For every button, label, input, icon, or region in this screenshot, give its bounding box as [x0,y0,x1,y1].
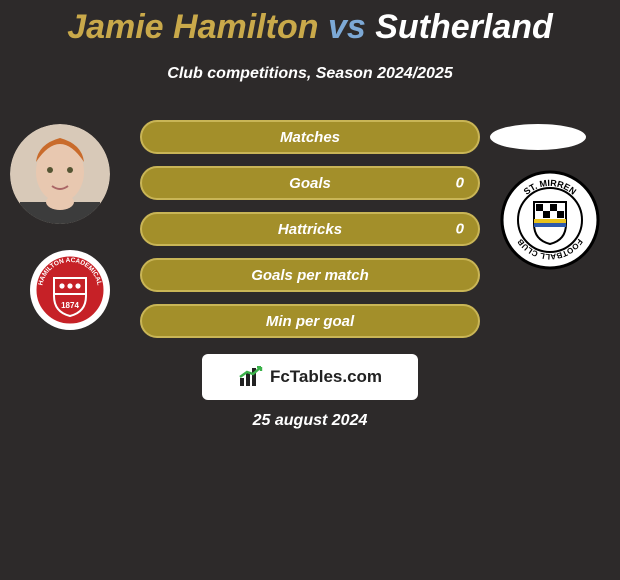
club-crest-icon: ST. MIRREN FOOTBALL CLUB [500,170,600,270]
stat-bar-gpm: Goals per match [140,258,480,292]
page-title: Jamie Hamilton vs Sutherland [0,0,620,47]
stat-bar-mpg: Min per goal [140,304,480,338]
stat-bar-goals: Goals 0 [140,166,480,200]
avatar-icon [10,124,110,224]
stat-label: Hattricks [278,221,342,238]
fctables-logo: FcTables.com [202,354,418,400]
title-vs: vs [328,8,366,46]
stat-bar-hattricks: Hattricks 0 [140,212,480,246]
player1-photo [10,124,110,224]
title-player2: Sutherland [375,8,553,46]
player2-photo [490,124,586,150]
stat-right-value: 0 [456,221,464,238]
stat-label: Matches [280,129,340,146]
bars-icon [238,366,264,388]
stat-label: Goals [289,175,331,192]
player1-club-crest: 1874 HAMILTON ACADEMICAL [30,250,110,330]
svg-text:1874: 1874 [61,301,79,310]
stat-right-value: 0 [456,175,464,192]
stat-label: Goals per match [251,267,369,284]
subtitle: Club competitions, Season 2024/2025 [0,65,620,83]
date-label: 25 august 2024 [253,412,368,430]
fctables-label: FcTables.com [270,367,382,387]
title-player1: Jamie Hamilton [67,8,318,46]
stat-label: Min per goal [266,313,354,330]
club-crest-icon: 1874 HAMILTON ACADEMICAL [30,250,110,330]
stat-bar-matches: Matches [140,120,480,154]
player2-club-crest: ST. MIRREN FOOTBALL CLUB [500,170,600,270]
stat-bars: Matches Goals 0 Hattricks 0 Goals per ma… [140,120,480,350]
